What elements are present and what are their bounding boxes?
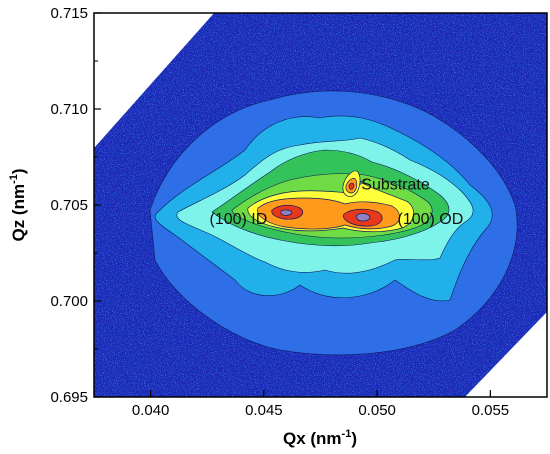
annotation-layer: Substrate (100) ID (100) OD: [210, 177, 464, 229]
x-tick-label: 0.055: [472, 402, 510, 419]
y-tick-label: 0.695: [50, 389, 88, 406]
contour-peak-id: [280, 209, 293, 216]
y-tick-label: 0.715: [50, 5, 88, 22]
peak-annotation: (100) ID: [210, 211, 268, 228]
plot-area: [94, 13, 547, 397]
x-tick-label: 0.045: [245, 402, 283, 419]
peak-annotation: (100) OD: [398, 211, 464, 228]
unmeasured-corner-top-left: [94, 13, 214, 148]
substrate-peak-core: [348, 182, 355, 190]
x-tick-label: 0.040: [132, 402, 170, 419]
x-axis: 0.040 0.045 0.050 0.055: [132, 390, 509, 419]
y-tick-label: 0.710: [50, 101, 88, 118]
peak-annotation: Substrate: [361, 177, 430, 194]
y-axis: 0.695 0.700 0.705 0.710 0.715: [50, 5, 101, 406]
y-tick-label: 0.700: [50, 293, 88, 310]
y-axis-title: Qz (nm-1): [8, 168, 28, 241]
x-tick-label: 0.050: [358, 402, 396, 419]
contour-peak-core: [355, 213, 371, 222]
x-axis-title: Qx (nm-1): [283, 428, 357, 448]
y-tick-label: 0.705: [50, 197, 88, 214]
unmeasured-corner-bottom-right: [465, 312, 547, 397]
